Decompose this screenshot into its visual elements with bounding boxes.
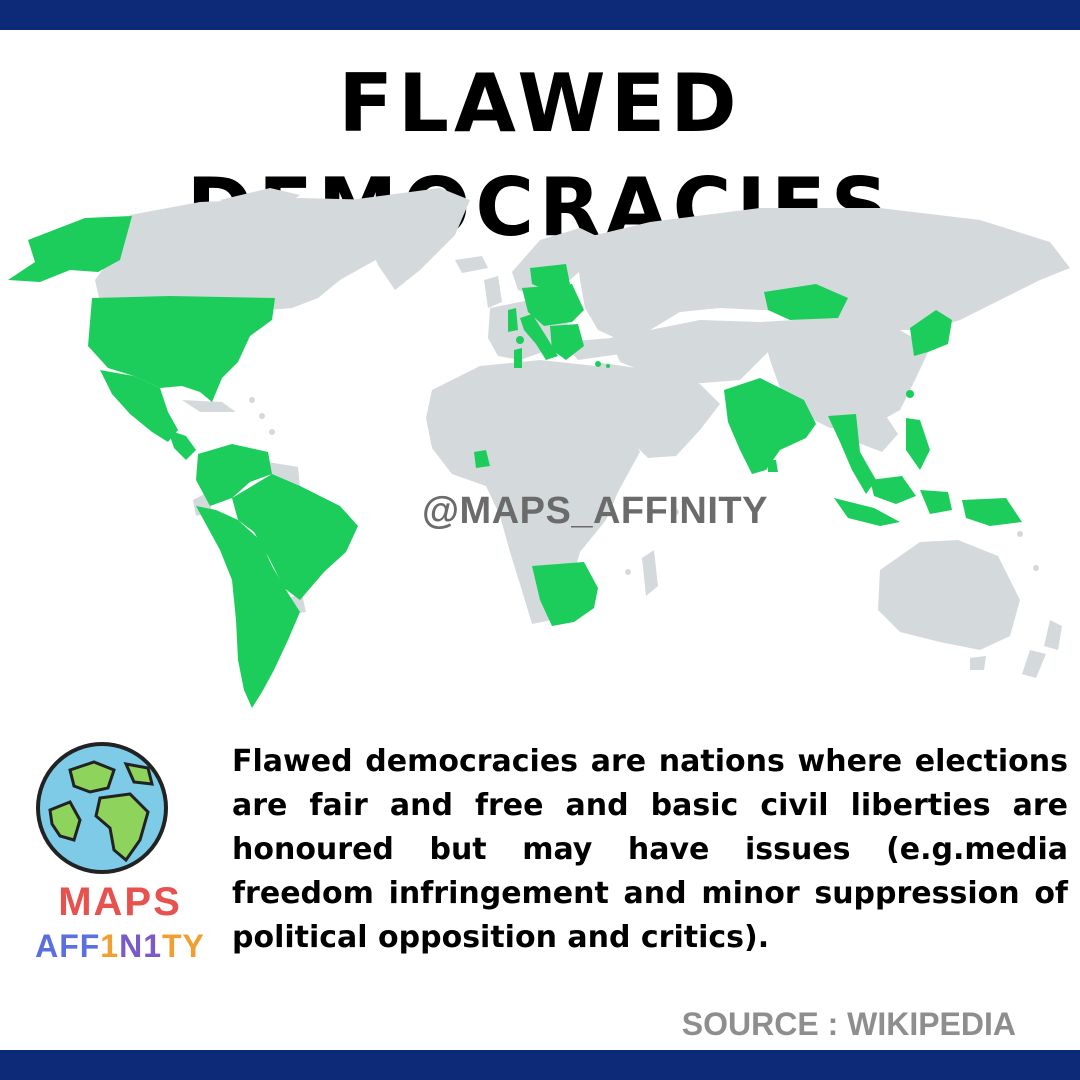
brand-letter: 1 bbox=[100, 928, 120, 964]
brand-letter: F bbox=[59, 928, 80, 964]
png-region bbox=[962, 498, 1022, 526]
description-text: Flawed democracies are nations where ele… bbox=[232, 744, 1068, 955]
russia-landmass bbox=[575, 208, 1070, 340]
australia-landmass bbox=[878, 540, 1020, 650]
madagascar-landmass bbox=[642, 550, 658, 596]
maps-affinity-logo bbox=[36, 742, 168, 874]
india-region bbox=[724, 378, 816, 474]
brand-letter: 1 bbox=[143, 928, 162, 964]
greenland-landmass bbox=[350, 188, 470, 290]
portugal-region bbox=[508, 308, 518, 332]
top-banner-bar bbox=[0, 0, 1080, 30]
world-map bbox=[8, 188, 1070, 708]
brand-letter: N bbox=[119, 928, 144, 964]
colombia-venezuela-region bbox=[196, 444, 272, 506]
balkans-greece-region bbox=[550, 324, 584, 360]
arctic-islands bbox=[220, 188, 300, 212]
mexico-region bbox=[100, 370, 178, 442]
source-credit: SOURCE : WIKIPEDIA bbox=[681, 1006, 1016, 1042]
usa-region bbox=[88, 296, 275, 402]
canada-landmass bbox=[95, 198, 430, 310]
ghana-region bbox=[474, 450, 490, 468]
brand-letter: Y bbox=[182, 928, 205, 964]
alaska-region bbox=[8, 216, 132, 282]
globe-icon bbox=[36, 742, 168, 874]
central-america-region bbox=[168, 430, 196, 460]
southern-africa-region bbox=[532, 562, 598, 626]
brand-letter: T bbox=[162, 928, 183, 964]
brand-name-maps: MAPS bbox=[58, 880, 182, 924]
africa-landmass bbox=[426, 360, 640, 624]
brand-name-affinity: AFF1N1TY bbox=[30, 928, 210, 965]
andes-region bbox=[196, 506, 300, 708]
uk-landmass bbox=[484, 276, 502, 308]
watermark-handle: @MAPS_AFFINITY bbox=[422, 490, 768, 532]
philippines-region bbox=[906, 418, 930, 470]
iceland-landmass bbox=[455, 256, 488, 273]
indonesia-region bbox=[870, 476, 916, 504]
central-asia-landmass bbox=[610, 320, 770, 384]
sri-lanka-region bbox=[768, 460, 778, 472]
cuba-landmass bbox=[182, 400, 236, 412]
italy-region bbox=[520, 314, 558, 360]
bottom-banner-bar bbox=[0, 1050, 1080, 1080]
new-zealand-landmass bbox=[1044, 620, 1062, 650]
thailand-malaysia-region bbox=[828, 414, 876, 494]
mongolia-region bbox=[764, 284, 848, 320]
brand-letter: A bbox=[35, 928, 60, 964]
brand-letter: F bbox=[79, 928, 101, 964]
japan-region bbox=[910, 310, 952, 356]
brazil-region bbox=[232, 474, 358, 600]
